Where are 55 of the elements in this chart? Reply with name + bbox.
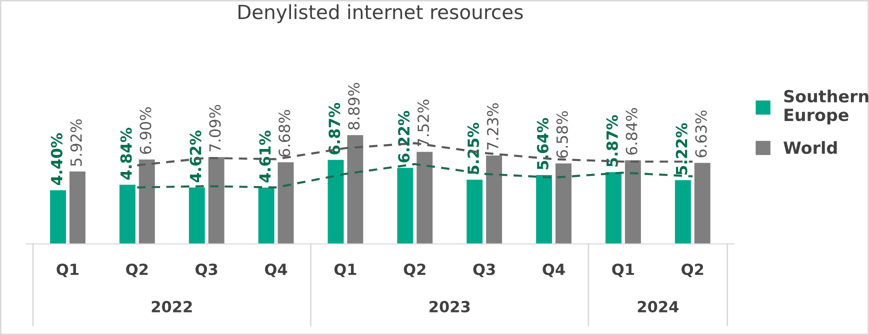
x-tick-label: Q3 <box>196 264 218 278</box>
data-label: 8.89% <box>348 82 360 130</box>
bar <box>624 160 642 244</box>
bar <box>68 170 86 244</box>
data-label: 6.87% <box>328 102 340 154</box>
bar <box>674 179 692 244</box>
x-tick-label: Q4 <box>542 264 565 278</box>
legend-label: World <box>784 141 837 154</box>
x-tick-label: Q1 <box>612 264 634 278</box>
data-label: 4.62% <box>190 130 202 182</box>
data-label: 4.40% <box>50 133 62 185</box>
bar <box>49 190 67 244</box>
x-tick-label: Q2 <box>126 264 148 278</box>
x-tick-label: Q2 <box>404 264 426 278</box>
bar <box>535 174 553 244</box>
text: 2024 <box>638 300 678 312</box>
data-label: 4.61% <box>259 130 271 182</box>
chart-title: Denylisted internet resources <box>238 4 523 24</box>
data-label: 5.64% <box>536 118 548 170</box>
data-label: 7.09% <box>209 104 221 152</box>
x-tick-label: Q1 <box>334 264 356 278</box>
bar <box>277 162 294 244</box>
bar <box>554 162 572 244</box>
data-label: 7.52% <box>418 100 430 146</box>
x-tick-label: Q2 <box>682 264 704 278</box>
bar <box>416 151 434 244</box>
bar <box>258 186 275 244</box>
data-label: 5.92% <box>70 119 82 166</box>
data-label: 7.23% <box>486 103 498 150</box>
data-label: 6.22% <box>398 110 410 162</box>
bar <box>327 159 344 244</box>
data-label: 6.68% <box>278 110 290 157</box>
legend-label: Southern Europe <box>784 90 868 124</box>
bar <box>118 184 136 244</box>
bar <box>604 171 622 244</box>
text: 2022 <box>152 300 192 312</box>
bar <box>466 179 484 244</box>
text: 2023 <box>430 300 470 312</box>
x-tick-label: Q1 <box>56 264 78 278</box>
data-label: 5.87% <box>606 115 618 166</box>
bar <box>208 156 226 244</box>
bar <box>485 154 503 244</box>
x-tick-label: Q4 <box>264 264 288 278</box>
data-label: 6.84% <box>626 108 638 155</box>
bar <box>188 186 206 244</box>
bar <box>138 158 156 244</box>
data-label: 6.90% <box>140 107 152 154</box>
data-label: 6.63% <box>695 110 707 158</box>
bar <box>346 134 364 244</box>
bar <box>396 167 414 244</box>
bar <box>694 162 712 244</box>
data-label: 5.22% <box>676 123 688 174</box>
data-label: 6.58% <box>556 111 568 158</box>
data-label: 4.84% <box>120 128 132 180</box>
x-tick-label: Q3 <box>473 264 495 278</box>
